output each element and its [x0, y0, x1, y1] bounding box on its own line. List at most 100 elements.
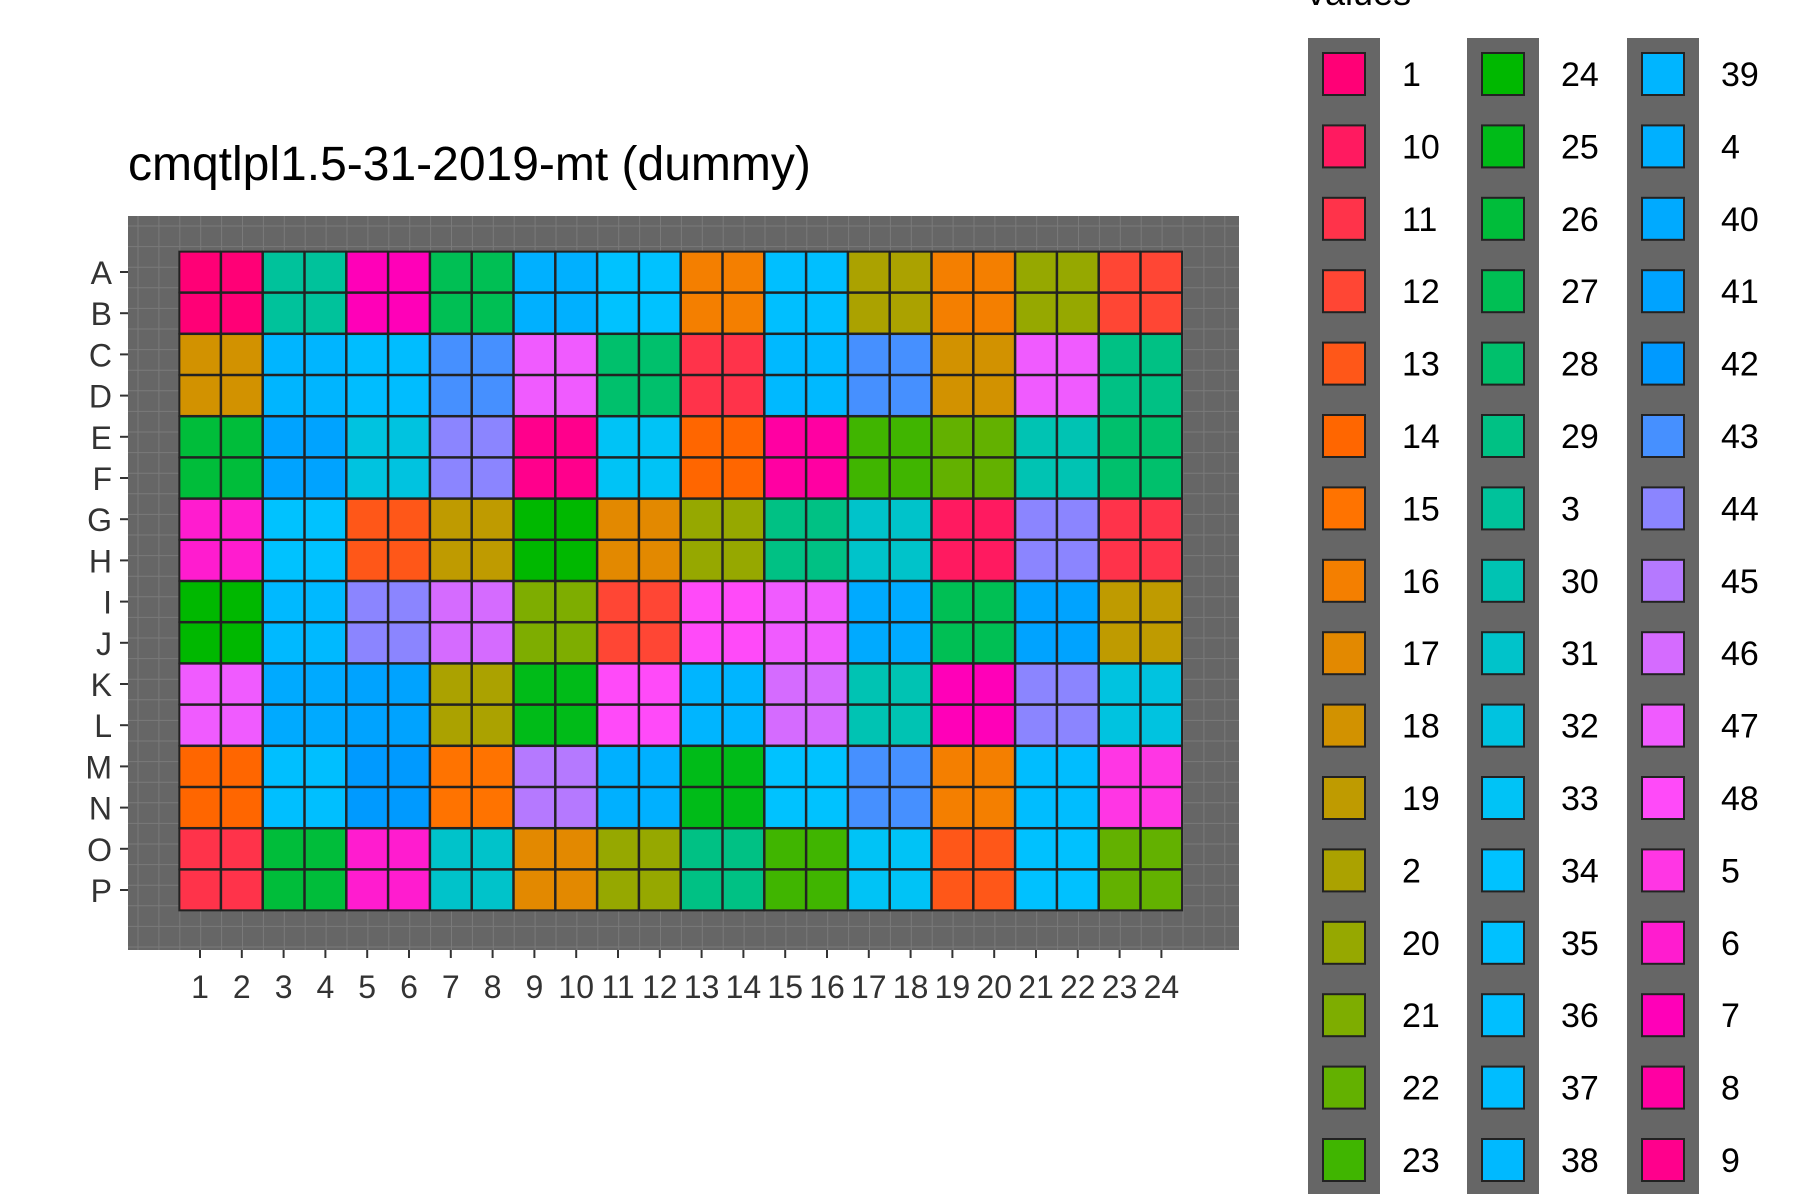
well-E22 — [1056, 415, 1100, 459]
well-L12 — [638, 703, 682, 747]
well-N3 — [261, 786, 306, 829]
well-O22 — [1056, 827, 1100, 871]
well-K11 — [596, 662, 640, 706]
well-C16 — [805, 333, 849, 376]
well-D8 — [470, 374, 515, 417]
legend-label: 44 — [1721, 490, 1759, 528]
well-A14 — [721, 250, 766, 294]
well-I12 — [638, 580, 682, 623]
well-G16 — [805, 497, 849, 541]
well-D24 — [1139, 374, 1184, 417]
well-A2 — [220, 250, 264, 294]
well-M3 — [261, 745, 306, 788]
well-P13 — [679, 868, 724, 912]
x-tick-label: 15 — [767, 969, 803, 1005]
well-F24 — [1139, 456, 1184, 500]
well-G15 — [763, 497, 807, 541]
legend-label: 12 — [1402, 273, 1440, 311]
well-N23 — [1097, 786, 1142, 829]
well-J22 — [1056, 621, 1100, 665]
y-tick-label: N — [89, 791, 112, 827]
well-E2 — [220, 415, 264, 459]
well-P14 — [721, 868, 766, 912]
well-P2 — [220, 868, 264, 912]
well-C14 — [721, 333, 766, 376]
well-K7 — [429, 662, 473, 706]
well-C20 — [972, 333, 1016, 376]
well-A9 — [512, 250, 557, 294]
well-O13 — [679, 827, 724, 871]
well-P4 — [303, 868, 348, 912]
well-G5 — [345, 497, 389, 541]
well-I2 — [220, 580, 264, 623]
well-H6 — [387, 539, 431, 582]
well-H16 — [805, 539, 849, 582]
well-O12 — [638, 827, 682, 871]
well-A11 — [596, 250, 640, 294]
well-C23 — [1097, 333, 1142, 376]
well-J20 — [972, 621, 1016, 665]
well-J10 — [554, 621, 598, 665]
well-N14 — [721, 786, 766, 829]
legend-key — [1322, 993, 1366, 1038]
legend-label: 45 — [1721, 563, 1759, 601]
legend-label: 28 — [1561, 346, 1599, 384]
well-K2 — [220, 662, 264, 706]
well-C8 — [470, 333, 515, 376]
well-I1 — [178, 580, 222, 623]
well-E14 — [721, 415, 766, 459]
well-H11 — [596, 539, 640, 582]
legend-label: 7 — [1721, 997, 1740, 1035]
well-A5 — [345, 250, 389, 294]
legend-key — [1481, 703, 1525, 748]
well-N20 — [972, 786, 1016, 829]
x-tick-label: 11 — [601, 969, 634, 1005]
well-P17 — [847, 868, 891, 912]
legend-label: 37 — [1561, 1070, 1599, 1108]
legend-label: 30 — [1561, 563, 1599, 601]
legend-key — [1322, 196, 1366, 241]
well-N19 — [930, 786, 975, 829]
well-A18 — [888, 250, 933, 294]
legend-label: 3 — [1561, 490, 1580, 528]
well-D1 — [178, 374, 222, 417]
well-D12 — [638, 374, 682, 417]
well-B6 — [387, 291, 431, 335]
well-M22 — [1056, 745, 1100, 788]
well-A8 — [470, 250, 515, 294]
well-K22 — [1056, 662, 1100, 706]
legend-key — [1322, 52, 1366, 96]
legend-label: 31 — [1561, 635, 1599, 673]
legend-title: values — [1307, 0, 1411, 13]
well-N8 — [470, 786, 515, 829]
well-K23 — [1097, 662, 1142, 706]
well-I10 — [554, 580, 598, 623]
legend-label: 8 — [1721, 1070, 1740, 1108]
y-tick-label: P — [91, 873, 112, 909]
well-M2 — [220, 745, 264, 788]
x-tick-label: 7 — [442, 969, 460, 1005]
well-K15 — [763, 662, 807, 706]
well-B9 — [512, 291, 557, 335]
well-O5 — [345, 827, 389, 871]
well-D18 — [888, 374, 933, 417]
well-D9 — [512, 374, 557, 417]
well-H24 — [1139, 539, 1184, 582]
well-O21 — [1014, 827, 1058, 871]
well-K1 — [178, 662, 222, 706]
legend-key — [1641, 1065, 1685, 1110]
well-I16 — [805, 580, 849, 623]
well-G18 — [888, 497, 933, 541]
well-B20 — [972, 291, 1016, 335]
well-D10 — [554, 374, 598, 417]
legend-label: 17 — [1402, 635, 1440, 673]
legend-key — [1641, 776, 1685, 820]
well-O19 — [930, 827, 975, 871]
x-axis: 1 2 3 4 5 6 7 8 9 10 11 12 13 14 15 16 17 18 19 20 21 22 23 24 — [191, 950, 1179, 1005]
well-P19 — [930, 868, 975, 912]
legend-key — [1481, 848, 1525, 893]
well-P1 — [178, 868, 222, 912]
well-P7 — [429, 868, 473, 912]
legend-key — [1641, 341, 1685, 386]
well-I22 — [1056, 580, 1100, 623]
